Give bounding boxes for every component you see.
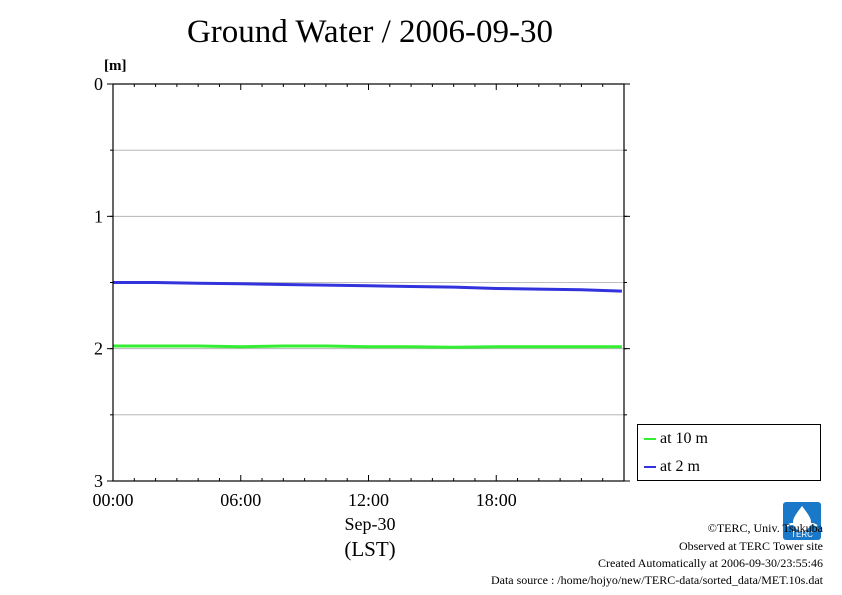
- footer-created: Created Automatically at 2006-09-30/23:5…: [598, 556, 823, 570]
- y-tick-label: 0: [94, 74, 103, 94]
- x-tick-label: 18:00: [476, 490, 517, 510]
- legend-label-10m: at 10 m: [660, 430, 708, 447]
- axis-ticks: 0 1 2 300:00 06:00 12:00 18:00: [92, 74, 630, 510]
- terc-logo-icon: TERC: [783, 502, 821, 540]
- x-axis-date-label: Sep-30: [344, 514, 396, 534]
- footer-source: Data source : /home/hojyo/new/TERC-data/…: [490, 573, 823, 587]
- x-tick-label: 06:00: [220, 490, 261, 510]
- legend-swatch-10m: [644, 438, 656, 440]
- legend-swatch-2m: [644, 466, 656, 468]
- legend-label-2m: at 2 m: [660, 458, 700, 475]
- x-tick-label: 12:00: [348, 490, 389, 510]
- logo-text: TERC: [791, 530, 813, 539]
- footer-observed: Observed at TERC Tower site: [678, 539, 823, 553]
- x-axis-zone-label: (LST): [344, 537, 396, 561]
- series-lines: [113, 281, 622, 349]
- x-tick-label: 00:00: [92, 490, 133, 510]
- footer-copyright: ©TERC, Univ. Tsukuba: [707, 521, 823, 535]
- y-tick-label: 3: [94, 471, 103, 491]
- chart-title: Ground Water / 2006-09-30: [186, 14, 554, 50]
- legend-item-2m: at 2 m: [644, 456, 700, 478]
- legend: at 10 m at 2 m: [637, 424, 821, 481]
- y-unit-label: [m]: [104, 58, 127, 74]
- y-tick-label: 1: [94, 206, 103, 226]
- series-line-0: [113, 344, 622, 349]
- series-line-1: [113, 281, 622, 293]
- legend-item-10m: at 10 m: [644, 428, 708, 450]
- y-tick-label: 2: [94, 339, 103, 359]
